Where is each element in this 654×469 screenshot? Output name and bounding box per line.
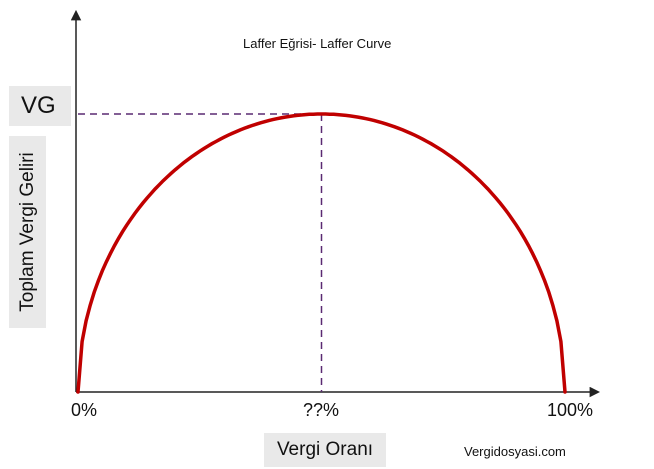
laffer-curve <box>76 112 567 394</box>
x-axis-label: Vergi Oranı <box>264 433 386 467</box>
watermark: Vergidosyasi.com <box>464 444 566 459</box>
y-axis-label: Toplam Vergi Geliri <box>16 152 38 312</box>
y-tick-label-vg: VG <box>9 86 71 126</box>
chart-title: Laffer Eğrisi- Laffer Curve <box>243 36 392 51</box>
y-axis-label-box: Toplam Vergi Geliri <box>9 136 46 328</box>
x-tick-label-100: 100% <box>546 400 594 420</box>
x-tick-label-0: 0% <box>70 400 98 420</box>
x-tick-label-peak: ??% <box>302 400 340 420</box>
